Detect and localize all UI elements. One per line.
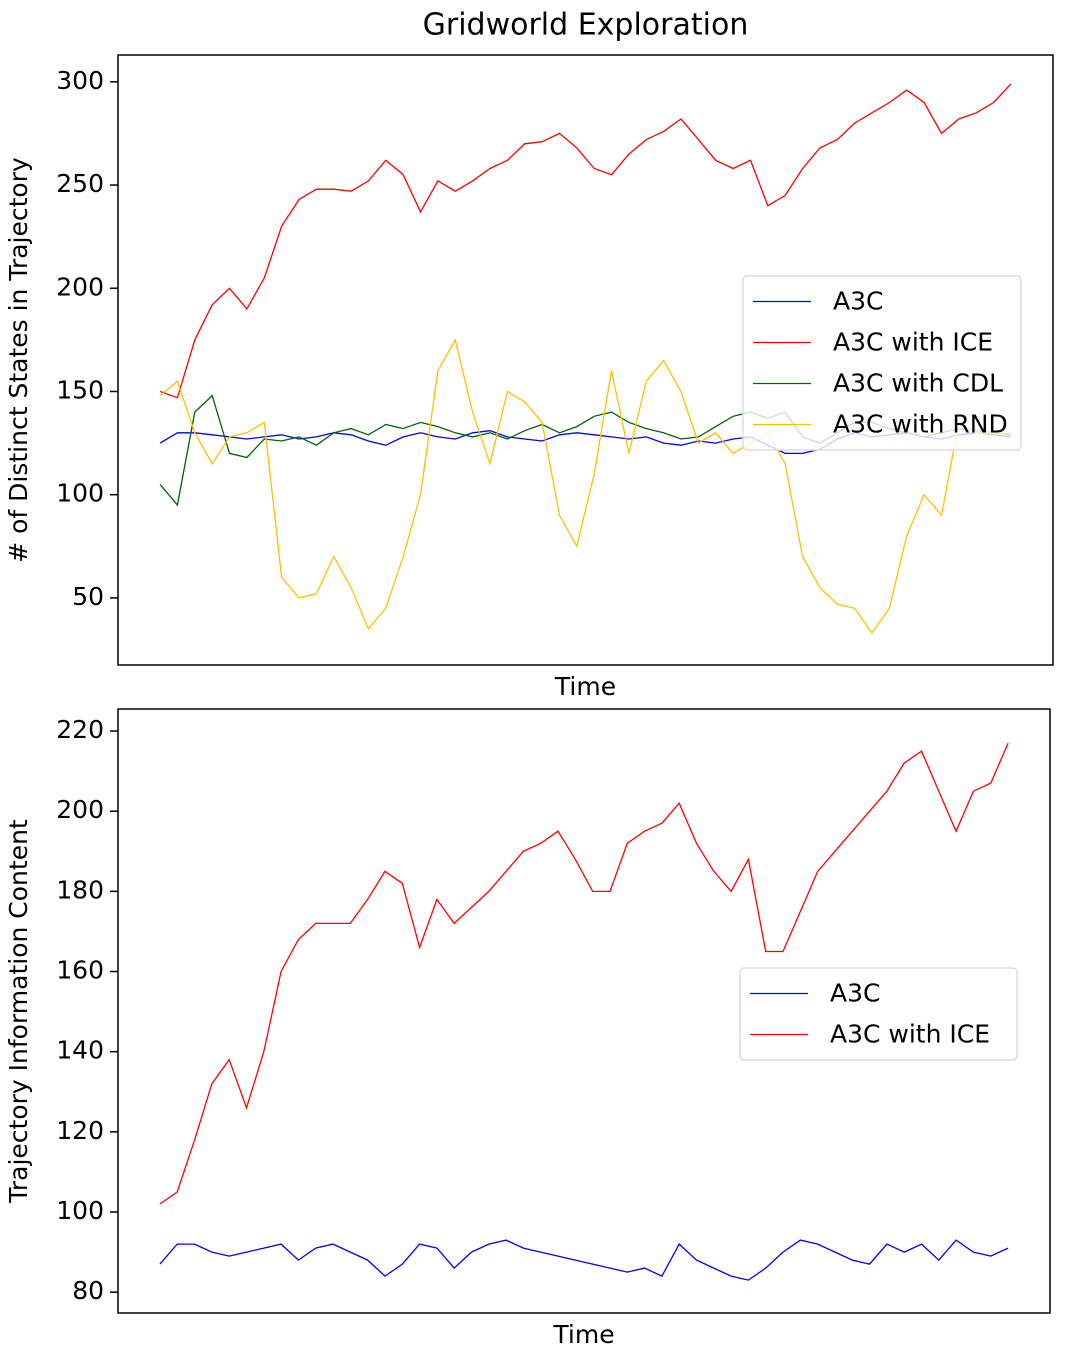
- series-line: [159, 338, 1011, 635]
- y-tick-label: 100: [56, 479, 104, 508]
- plot-frame: [117, 708, 1051, 1314]
- y-tick-label: 150: [56, 375, 104, 404]
- legend-frame: [742, 275, 1022, 451]
- legend: A3C A3C with ICE: [739, 967, 1018, 1061]
- x-axis-label: Time: [552, 1320, 614, 1349]
- series-line: [159, 83, 1012, 399]
- chart-title: Gridworld Exploration: [423, 8, 749, 43]
- legend-label: A3C with ICE: [830, 1020, 990, 1049]
- y-tick-label: 300: [56, 66, 104, 95]
- series-line: [159, 1239, 1009, 1281]
- legend-label: A3C: [833, 287, 883, 316]
- y-tick-label: 250: [56, 169, 104, 198]
- y-tick-label: 100: [56, 1196, 104, 1225]
- y-axis-label: Trajectory Information Content: [4, 819, 33, 1204]
- plot-frame: [117, 54, 1054, 666]
- y-tick-label: 120: [56, 1116, 104, 1145]
- legend-label: A3C with CDL: [833, 369, 1003, 398]
- legend-frame: [739, 967, 1018, 1061]
- y-tick-label: 180: [56, 875, 104, 904]
- y-tick-label: 160: [56, 956, 104, 985]
- y-tick-label: 80: [72, 1276, 104, 1305]
- y-tick-label: 200: [56, 795, 104, 824]
- x-axis-label: Time: [554, 672, 616, 701]
- y-tick-label: 200: [56, 272, 104, 301]
- legend-label: A3C: [830, 979, 880, 1008]
- y-tick-label: 220: [56, 715, 104, 744]
- legend-label: A3C with ICE: [833, 328, 993, 357]
- y-tick-label: 140: [56, 1036, 104, 1065]
- legend-label: A3C with RND: [833, 410, 1008, 439]
- y-axis-label: # of Distinct States in Trajectory: [4, 157, 33, 563]
- legend: A3C A3C with ICE A3C with CDL A3C with RND: [742, 275, 1022, 451]
- y-tick-label: 50: [72, 582, 104, 611]
- series-line: [159, 742, 1009, 1205]
